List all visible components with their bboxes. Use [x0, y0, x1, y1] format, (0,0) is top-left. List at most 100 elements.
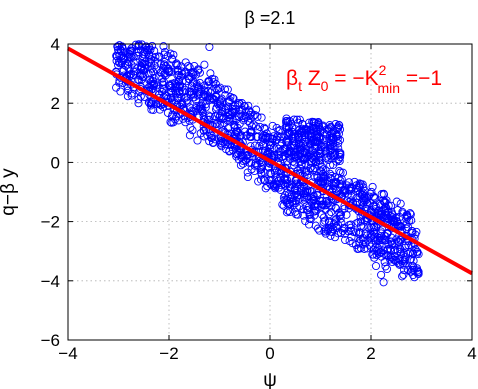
scatter-point [129, 58, 138, 67]
scatter-point [135, 76, 144, 85]
scatter-point [318, 162, 327, 171]
scatter-point [334, 155, 343, 164]
scatter-point [281, 131, 290, 140]
scatter-point [352, 219, 361, 228]
scatter-point [205, 42, 214, 52]
scatter-point [403, 250, 412, 259]
scatter-point [365, 240, 374, 249]
scatter-point [359, 183, 368, 192]
scatter-point [261, 184, 270, 193]
scatter-point [149, 79, 158, 88]
scatter-point [250, 166, 259, 176]
scatter-point [205, 112, 214, 121]
scatter-point [383, 229, 392, 238]
scatter-point [283, 157, 292, 166]
scatter-point [285, 207, 294, 217]
scatter-point [305, 118, 314, 127]
scatter-point [164, 81, 174, 90]
scatter-point [309, 191, 318, 200]
scatter-point [236, 131, 245, 140]
scatter-point [185, 131, 194, 140]
scatter-point [325, 210, 334, 219]
scatter-point [237, 112, 246, 121]
scatter-point [286, 147, 295, 157]
scatter-point [206, 69, 215, 78]
scatter-point [268, 121, 277, 130]
scatter-point [175, 89, 184, 99]
scatter-point [123, 92, 132, 101]
scatter-point [212, 119, 221, 129]
scatter-point [414, 250, 423, 259]
scatter-point [282, 137, 291, 146]
scatter-point [338, 168, 348, 177]
scatter-point [368, 182, 377, 191]
scatter-point [215, 102, 224, 111]
scatter-point [400, 261, 409, 270]
scatter-point [190, 93, 199, 102]
scatter-point [246, 127, 255, 136]
scatter-point [228, 146, 238, 155]
scatter-point [362, 193, 371, 202]
scatter-point [265, 176, 274, 185]
y-tick-label: 4 [51, 35, 60, 54]
scatter-point [205, 115, 214, 124]
scatter-point [301, 159, 310, 168]
scatter-point [289, 115, 299, 124]
scatter-point [319, 218, 328, 227]
scatter-point [325, 218, 334, 227]
scatter-point [279, 193, 288, 202]
scatter-point [354, 229, 364, 238]
scatter-point [242, 151, 251, 161]
scatter-point [137, 63, 146, 72]
scatter-point [279, 174, 289, 184]
scatter-point [408, 227, 417, 236]
scatter-point [319, 213, 328, 222]
scatter-point [166, 117, 175, 127]
scatter-point [166, 49, 175, 58]
scatter-point [405, 248, 414, 257]
scatter-point [386, 237, 395, 246]
scatter-point [336, 214, 345, 223]
scatter-point [316, 178, 325, 187]
scatter-point [361, 229, 370, 238]
scatter-point [389, 217, 398, 226]
scatter-point [239, 151, 248, 161]
scatter-point [406, 267, 415, 276]
scatter-point [320, 201, 329, 210]
scatter-point [370, 193, 379, 202]
scatter-point [382, 264, 392, 274]
scatter-point [187, 72, 196, 82]
scatter-point [292, 148, 301, 157]
scatter-point [157, 87, 167, 97]
scatter-point [398, 272, 407, 281]
scatter-point [396, 221, 405, 230]
scatter-point [371, 194, 380, 203]
scatter-point [139, 66, 148, 75]
scatter-point [265, 137, 274, 146]
scatter-point [192, 79, 201, 89]
scatter-point [292, 192, 301, 202]
scatter-point [119, 67, 128, 76]
y-tick-label: 0 [51, 153, 60, 172]
scatter-point [209, 138, 218, 147]
scatter-point [150, 46, 159, 55]
scatter-point [299, 205, 308, 214]
scatter-point [282, 208, 291, 217]
scatter-point [185, 103, 194, 112]
scatter-point [279, 201, 288, 210]
scatter-point [312, 125, 321, 134]
scatter-point [209, 94, 218, 104]
scatter-point [225, 110, 234, 120]
scatter-point [147, 99, 156, 108]
scatter-point [345, 237, 354, 246]
scatter-point [375, 199, 385, 208]
scatter-point [301, 148, 310, 157]
scatter-point [180, 69, 190, 78]
scatter-point [230, 121, 239, 130]
scatter-point [265, 163, 274, 172]
x-tick-label: 2 [366, 344, 375, 363]
scatter-point [281, 191, 290, 200]
scatter-point [301, 190, 310, 200]
scatter-point [346, 223, 355, 232]
